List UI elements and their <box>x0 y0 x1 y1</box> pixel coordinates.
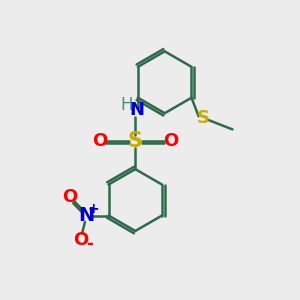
Text: O: O <box>73 231 88 249</box>
Text: S: S <box>128 131 143 151</box>
Text: O: O <box>63 188 78 206</box>
Text: N: N <box>78 206 94 225</box>
Text: H: H <box>121 96 133 114</box>
Text: N: N <box>129 101 144 119</box>
Text: S: S <box>196 109 209 127</box>
Text: +: + <box>87 202 99 216</box>
Text: O: O <box>163 132 178 150</box>
Text: O: O <box>92 132 108 150</box>
Text: -: - <box>86 235 93 253</box>
